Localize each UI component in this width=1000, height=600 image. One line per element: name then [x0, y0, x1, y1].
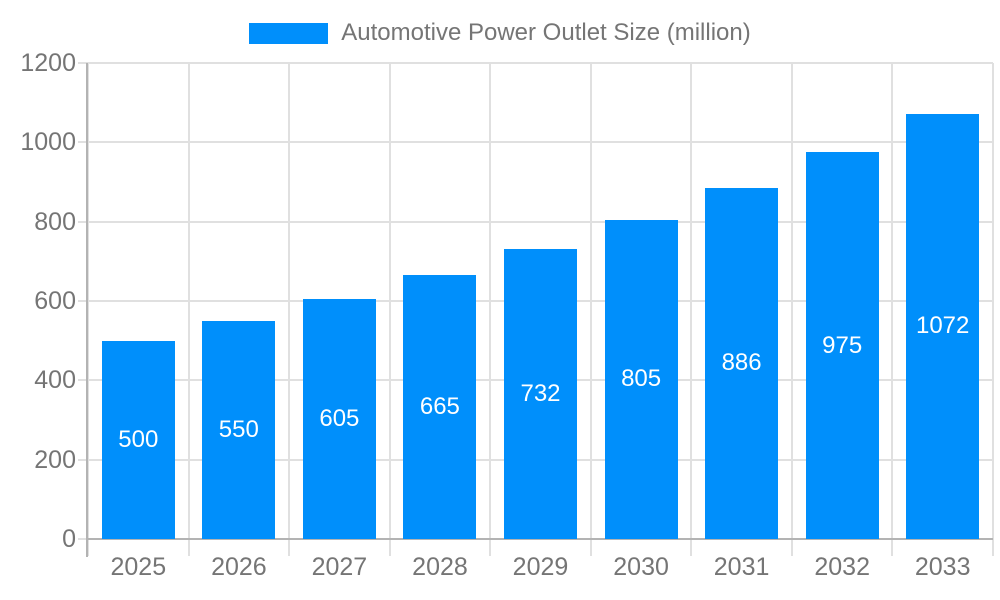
bar-2025[interactable]: 500 [101, 340, 175, 539]
x-tick-label-2026: 2026 [211, 553, 267, 581]
bar-2029[interactable]: 732 [504, 248, 577, 539]
bar-2026[interactable]: 550 [202, 320, 276, 539]
gridline-y-1200 [78, 62, 993, 64]
bar-2033[interactable]: 1072 [906, 113, 980, 539]
y-tick-label-1000: 1000 [20, 128, 76, 157]
gridline-x-7 [790, 63, 793, 556]
bar-value-label-2028: 665 [419, 393, 460, 421]
bar-value-label-2026: 550 [218, 415, 259, 443]
gridline-y-1000 [78, 141, 993, 144]
gridline-x-6 [690, 63, 693, 556]
gridline-x-9 [992, 63, 994, 556]
legend-color-swatch [249, 22, 329, 44]
bar-value-label-2031: 886 [721, 349, 762, 377]
gridline-y-800 [78, 220, 993, 223]
bar-2028[interactable]: 665 [403, 275, 477, 539]
y-tick-label-1200: 1200 [20, 49, 76, 77]
y-tick-label-200: 200 [34, 445, 76, 474]
gridline-x-0 [87, 63, 89, 556]
bar-value-label-2032: 975 [822, 331, 863, 359]
bar-value-label-2033: 1072 [915, 312, 970, 340]
legend-label: Automotive Power Outlet Size (million) [341, 19, 751, 46]
x-tick-label-2030: 2030 [613, 553, 669, 581]
bar-value-label-2025: 500 [118, 425, 159, 453]
x-tick-label-2032: 2032 [814, 553, 870, 581]
x-tick-label-2031: 2031 [713, 553, 770, 581]
y-axis-line [86, 63, 88, 557]
y-tick-label-600: 600 [34, 287, 76, 315]
bar-2027[interactable]: 605 [302, 299, 376, 539]
chart-legend: Automotive Power Outlet Size (million) [0, 18, 1000, 48]
gridline-x-4 [489, 63, 492, 556]
gridline-x-5 [589, 63, 592, 556]
gridline-x-1 [187, 63, 190, 556]
gridline-x-8 [891, 63, 894, 556]
y-tick-label-0: 0 [62, 525, 76, 553]
x-tick-label-2029: 2029 [512, 553, 569, 581]
x-tick-label-2025: 2025 [110, 553, 167, 581]
bar-2032[interactable]: 975 [805, 152, 879, 540]
x-tick-label-2027: 2027 [311, 553, 368, 581]
gridline-x-2 [288, 63, 291, 556]
bar-2031[interactable]: 886 [705, 187, 779, 539]
bar-value-label-2027: 605 [319, 405, 360, 432]
bar-value-label-2030: 805 [621, 365, 662, 393]
bar-2030[interactable]: 805 [604, 219, 678, 539]
y-tick-label-400: 400 [34, 366, 76, 395]
bar-value-label-2029: 732 [520, 379, 561, 407]
x-tick-label-2033: 2033 [914, 553, 971, 581]
gridline-x-3 [388, 63, 391, 556]
y-tick-label-800: 800 [34, 207, 76, 236]
x-tick-label-2028: 2028 [412, 553, 468, 581]
x-axis-line [86, 538, 993, 540]
